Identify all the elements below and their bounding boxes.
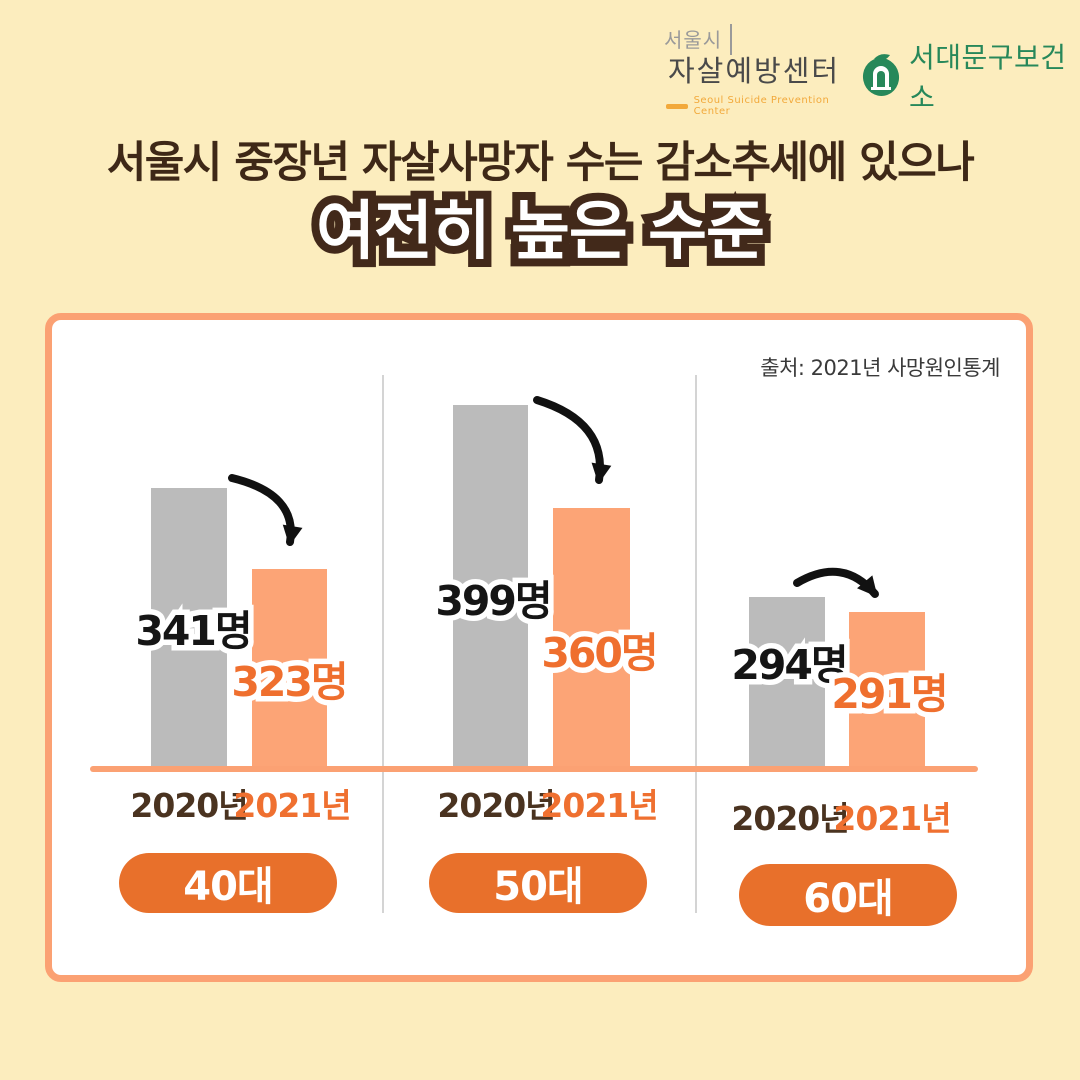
value-label-40s-2020: 341명 341명 [130,602,258,661]
seoul-logo-center-text: 자살예방센터 [668,54,841,88]
group-divider [695,375,697,913]
tick-40s-2020: 2020년 [130,786,248,825]
arrow-40s-icon [228,474,303,546]
tick-50s-2020: 2020년 [437,786,555,825]
group-divider [382,375,384,913]
bar-40s-2021 [252,569,327,768]
seodaemun-gate-icon [860,51,902,101]
age-group-pill-40s[interactable]: 40대 [119,853,337,913]
tick-50s-2021: 2021년 [540,786,658,825]
seoul-suicide-prevention-center-logo: 서울시 자살예방센터 Seoul Suicide Prevention Cent… [652,24,852,117]
page-subtitle: 여전히 높은 수준 여전히 높은 수준 [308,187,773,277]
page-title: 서울시 중장년 자살사망자 수는 감소추세에 있으나 [106,138,975,188]
seodaemun-health-center-logo: 서대문구보건소 [860,36,1080,116]
value-label-60s-2021: 291명 291명 [826,665,954,724]
arrow-60s-icon [793,567,879,598]
tick-60s-2020: 2020년 [731,799,849,838]
bar-60s-2020 [749,597,825,768]
seoul-logo-city-text: 서울시 [652,24,733,55]
value-label-60s-2020: 294명 294명 [726,636,854,695]
seodaemun-logo-text: 서대문구보건소 [909,41,1067,114]
value-label-50s-2020: 399명 399명 [430,572,558,631]
seoul-logo-dash-icon [666,103,688,109]
age-group-pill-60s[interactable]: 60대 [739,864,957,926]
bar-50s-2021 [553,508,630,768]
value-label-40s-2021: 323명 323명 [226,653,354,712]
tick-40s-2021: 2021년 [233,786,351,825]
seoul-logo-english-tagline: Seoul Suicide Prevention Center [693,95,830,117]
x-axis-baseline [90,766,978,772]
tick-60s-2021: 2021년 [833,799,951,838]
chart-panel: 출처: 2021년 사망원인통계 341명 341명 323명 323명 399명 3… [45,313,1033,982]
arrow-50s-icon [533,396,612,484]
chart-source-note: 출처: 2021년 사망원인통계 [760,356,1000,380]
bar-60s-2021 [849,612,925,768]
bar-40s-2020 [151,488,227,768]
age-group-pill-50s[interactable]: 50대 [429,853,647,913]
value-label-50s-2021: 360명 360명 [536,624,664,683]
bar-50s-2020 [453,405,528,768]
